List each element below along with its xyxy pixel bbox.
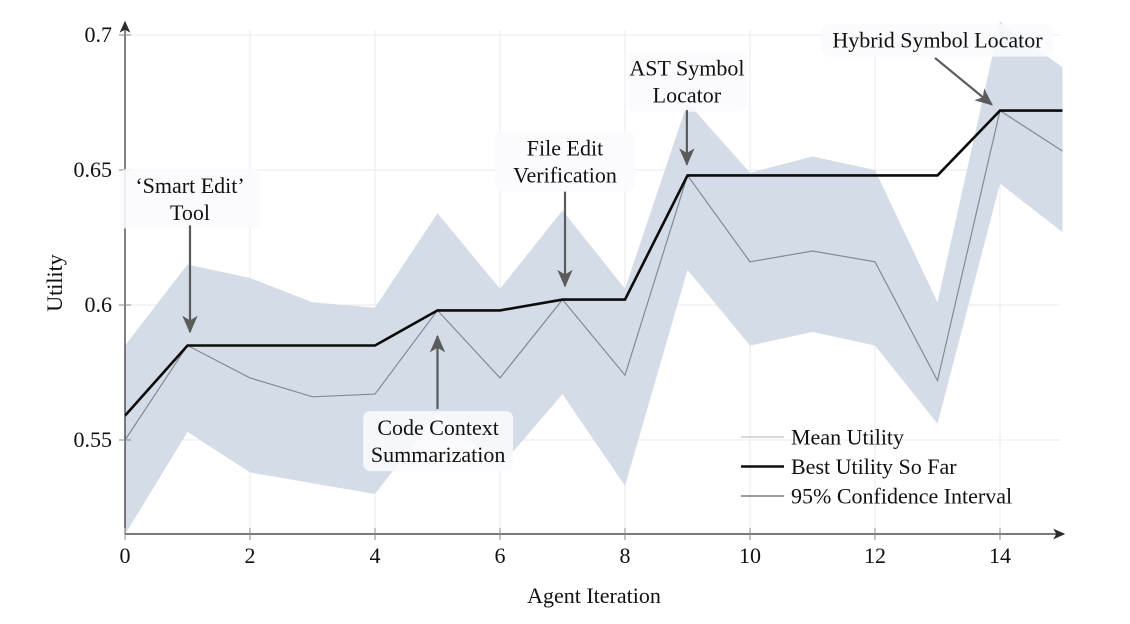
legend-item-best: Best Utility So Far [741,454,957,479]
x-tick-label: 12 [864,543,886,568]
x-axis-label: Agent Iteration [527,583,661,608]
legend-label: 95% Confidence Interval [791,484,1012,509]
x-tick-label: 0 [120,543,131,568]
annotation-box [495,131,635,192]
annotation-arrow [934,57,993,106]
x-tick-label: 4 [370,543,381,568]
x-tick-label: 8 [620,543,631,568]
annotation-text: Hybrid Symbol Locator [832,28,1043,53]
annotation-text: Summarization [371,442,505,467]
y-tick-label: 0.55 [74,427,113,452]
annotation-text: Verification [513,163,617,188]
annotation-box [627,51,747,112]
tick-marks [119,34,1001,540]
legend-item-ci: 95% Confidence Interval [741,484,1012,509]
y-tick-label: 0.7 [85,22,113,47]
annotation-text: Tool [170,200,210,225]
annotation-box [363,411,514,472]
x-tick-label: 14 [989,543,1011,568]
best-utility-line [124,109,1063,417]
annotation-box [821,23,1054,57]
annotation-box [120,168,260,229]
y-tick-label: 0.65 [74,157,113,182]
tick-labels: 0.55 0.6 0.65 0.7 0 2 4 6 8 10 12 14 [74,22,1012,568]
mean-utility-line [124,109,1063,441]
annotation-text: AST Symbol [629,56,744,81]
y-axis-label: Utility [42,254,67,311]
legend: Mean Utility Best Utility So Far 95% Confi… [741,425,1012,509]
legend-item-mean: Mean Utility [741,425,904,450]
x-tick-label: 6 [495,543,506,568]
legend-label: Best Utility So Far [791,454,957,479]
y-tick-label: 0.6 [85,292,113,317]
legend-label: Mean Utility [791,425,904,450]
annotation-text: Locator [653,83,722,108]
annotation-text: ‘Smart Edit’ [135,173,244,198]
x-tick-label: 10 [739,543,761,568]
annotation-text: Code Context [377,415,499,440]
annotation-hybrid-symbol-locator: Hybrid Symbol Locator [821,23,1054,106]
x-tick-label: 2 [245,543,256,568]
axes [119,20,1066,540]
annotation-smart-edit-tool: ‘Smart Edit’Tool [120,168,260,334]
confidence-band [125,21,1063,535]
annotation-text: File Edit [527,136,603,161]
